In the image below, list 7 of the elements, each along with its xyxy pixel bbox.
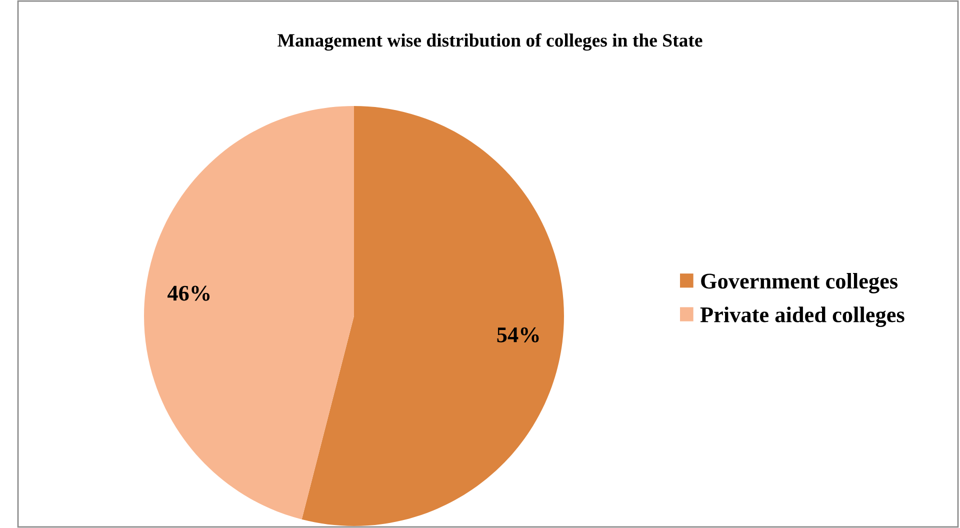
pie-slice — [302, 106, 564, 526]
data-label: 46% — [167, 286, 210, 301]
pie-slice — [144, 106, 354, 520]
chart-title: Management wise distribution of colleges in the State — [278, 33, 702, 51]
legend-label: Government colleges — [701, 273, 898, 294]
data-label: 54% — [497, 327, 539, 342]
legend-label: Private aided colleges — [700, 306, 904, 327]
